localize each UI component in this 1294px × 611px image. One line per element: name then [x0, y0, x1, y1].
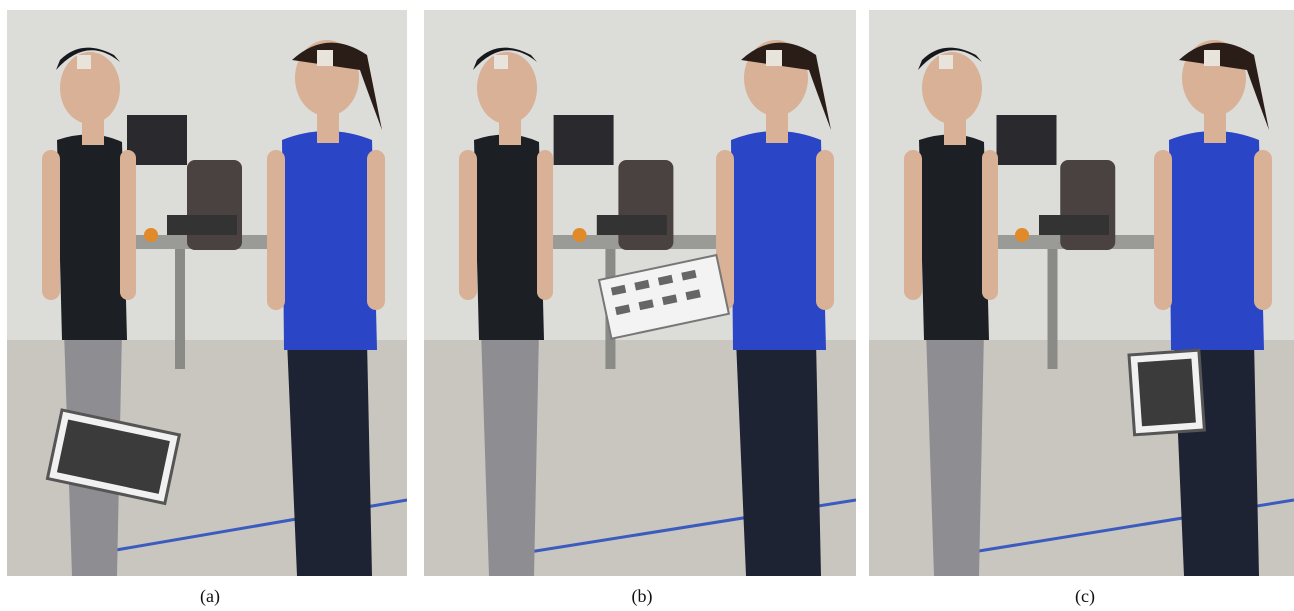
monitor — [553, 115, 614, 165]
chair — [1060, 160, 1116, 250]
photo-panel-c — [869, 10, 1294, 576]
caption-b: (b) — [631, 586, 653, 606]
box — [1127, 348, 1207, 437]
monitor — [127, 115, 187, 165]
equipment — [167, 215, 237, 235]
person-right — [267, 40, 385, 576]
photo-panel-a — [7, 10, 407, 576]
monitor — [996, 115, 1057, 165]
equipment — [1039, 215, 1109, 235]
person-left — [459, 47, 553, 576]
photo-panel-b — [424, 10, 856, 576]
equipment — [596, 215, 667, 235]
box — [45, 408, 182, 506]
person-left — [904, 47, 998, 576]
person-right — [716, 40, 834, 576]
person-right — [1154, 40, 1272, 576]
caption-c: (c) — [1075, 586, 1095, 606]
chair — [187, 160, 242, 250]
chair — [618, 160, 674, 250]
caption-a: (a) — [200, 586, 220, 606]
box — [597, 253, 731, 340]
